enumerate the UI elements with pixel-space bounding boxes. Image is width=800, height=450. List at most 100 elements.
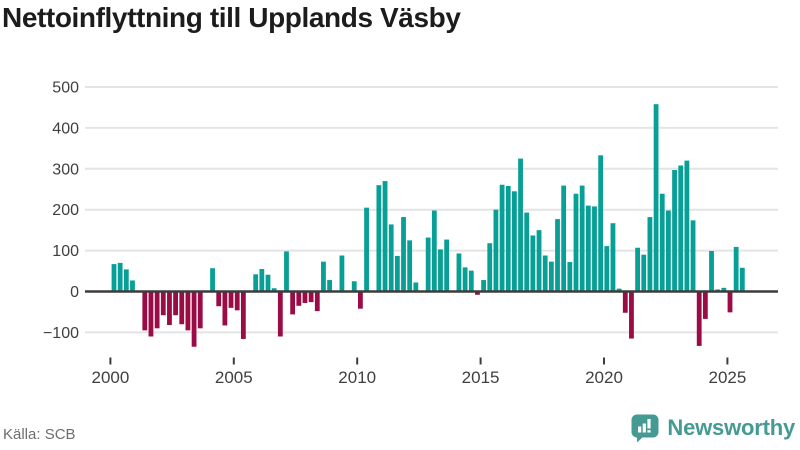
bar xyxy=(302,291,308,303)
bar xyxy=(672,170,677,292)
x-axis-label: 2025 xyxy=(708,368,746,387)
y-axis-label: 100 xyxy=(52,243,79,260)
bar xyxy=(579,185,585,292)
bar xyxy=(481,280,486,292)
bar xyxy=(401,217,406,292)
bar xyxy=(598,155,604,292)
bar xyxy=(678,165,684,292)
bar xyxy=(548,261,554,292)
y-axis-label: 400 xyxy=(52,120,79,137)
chart-title: Nettoinflyttning till Upplands Väsby xyxy=(2,2,461,33)
bar xyxy=(308,291,314,303)
bar xyxy=(191,291,197,347)
bar xyxy=(173,291,178,316)
bar xyxy=(530,235,536,292)
newsworthy-logo[interactable]: Newsworthy xyxy=(631,414,795,442)
bar xyxy=(555,219,560,292)
bar xyxy=(351,281,357,292)
bar xyxy=(616,288,622,292)
bar xyxy=(536,230,542,292)
bar xyxy=(284,251,289,292)
bar xyxy=(573,193,579,292)
bar xyxy=(265,274,271,292)
bar xyxy=(629,291,634,339)
bar xyxy=(222,291,228,326)
bar xyxy=(111,264,117,292)
bar xyxy=(259,269,265,292)
bar xyxy=(185,291,191,331)
bar xyxy=(647,217,653,292)
bar xyxy=(197,291,203,329)
bar xyxy=(148,291,154,337)
source-label: Källa: SCB xyxy=(3,426,76,443)
bar xyxy=(296,291,302,306)
bar xyxy=(487,243,493,292)
bar xyxy=(216,291,222,307)
bar xyxy=(567,262,573,292)
bar xyxy=(407,240,413,292)
x-axis-label: 2005 xyxy=(215,368,253,387)
bar xyxy=(277,291,283,337)
bar xyxy=(653,104,659,292)
bar xyxy=(499,184,505,292)
x-axis-label: 2020 xyxy=(585,368,623,387)
bar xyxy=(240,291,246,339)
bar xyxy=(130,280,135,292)
bar xyxy=(271,288,277,292)
bar xyxy=(702,291,708,319)
bar xyxy=(721,287,727,292)
bar xyxy=(475,291,480,295)
bar xyxy=(542,255,548,292)
bar xyxy=(376,185,382,292)
bar xyxy=(339,255,345,292)
bar xyxy=(518,158,523,292)
bar xyxy=(493,209,499,292)
bar xyxy=(179,291,185,325)
bar xyxy=(585,205,591,292)
bar xyxy=(592,206,597,292)
x-axis-label: 2000 xyxy=(91,368,129,387)
x-axis-label: 2015 xyxy=(462,368,500,387)
bar xyxy=(684,160,690,292)
y-axis-label: 0 xyxy=(70,284,79,301)
bar xyxy=(690,220,696,292)
bar xyxy=(635,247,640,292)
y-axis-label: 500 xyxy=(52,80,79,97)
bar xyxy=(444,239,450,292)
y-axis-label: −100 xyxy=(43,325,79,342)
bar xyxy=(659,193,665,292)
bar xyxy=(290,291,296,315)
bar xyxy=(561,185,567,292)
bar xyxy=(413,282,419,292)
y-axis-label: 300 xyxy=(52,161,79,178)
bar xyxy=(739,267,745,292)
bar xyxy=(117,262,123,292)
bar xyxy=(468,270,474,292)
bar xyxy=(524,212,530,292)
bar xyxy=(167,291,172,326)
bar xyxy=(314,291,320,312)
bar xyxy=(358,291,363,309)
bar xyxy=(364,207,369,292)
x-axis-label: 2010 xyxy=(338,368,376,387)
bar xyxy=(727,291,733,313)
bar xyxy=(327,280,332,292)
bar xyxy=(382,181,388,292)
bar xyxy=(456,253,462,292)
bar xyxy=(160,291,166,316)
bar xyxy=(210,268,215,292)
bar xyxy=(425,237,431,292)
y-axis-label: 200 xyxy=(52,202,79,219)
bar xyxy=(709,251,714,292)
bar xyxy=(610,223,616,292)
bar xyxy=(696,291,702,346)
bar xyxy=(123,269,129,292)
newsworthy-bubble-chart-icon xyxy=(631,414,659,442)
bar xyxy=(641,254,647,292)
bar xyxy=(253,274,259,292)
bar xyxy=(604,246,610,292)
bar xyxy=(666,210,671,292)
bar xyxy=(388,224,394,292)
